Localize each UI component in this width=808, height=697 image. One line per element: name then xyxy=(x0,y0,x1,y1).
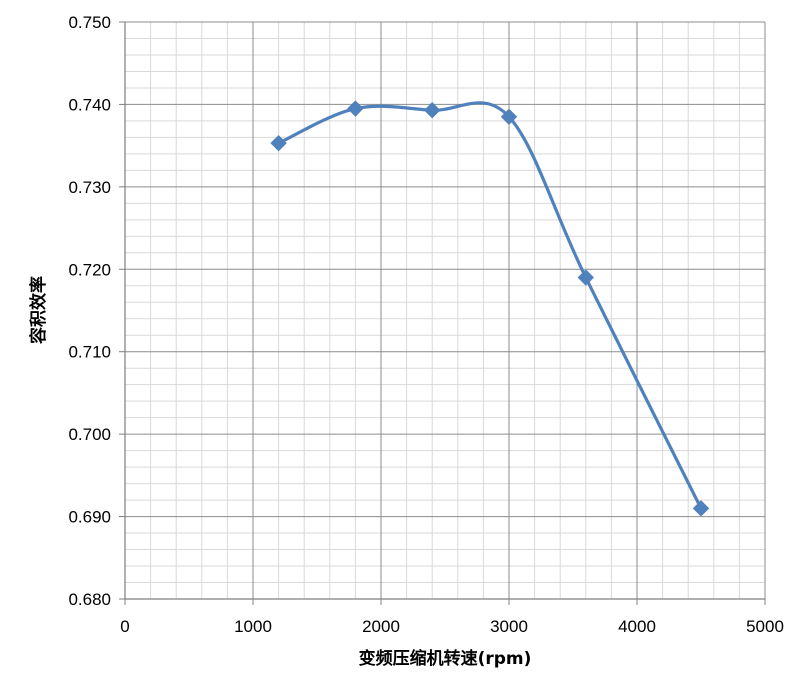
x-tick-label: 0 xyxy=(120,617,129,636)
y-tick-label: 0.710 xyxy=(68,343,111,362)
axes xyxy=(119,21,766,605)
y-tick-label: 0.700 xyxy=(68,425,111,444)
x-tick-labels: 0 1000 2000 3000 4000 5000 xyxy=(120,617,784,636)
plot-area xyxy=(125,22,765,599)
major-gridlines xyxy=(124,21,766,600)
data-point-marker xyxy=(692,500,710,517)
x-tick-label: 5000 xyxy=(746,617,784,636)
y-tick-label: 0.690 xyxy=(68,508,111,527)
series-layer xyxy=(270,100,710,517)
x-axis-title: 变频压缩机转速(rpm) xyxy=(359,648,532,669)
x-tick-label: 2000 xyxy=(362,617,400,636)
y-tick-label: 0.720 xyxy=(68,260,111,279)
data-point-marker xyxy=(500,108,518,126)
data-point-marker xyxy=(347,100,364,117)
y-tick-label: 0.750 xyxy=(68,13,111,32)
data-point-marker xyxy=(270,134,287,152)
data-point-marker xyxy=(577,269,595,286)
y-axis-title: 容积效率 xyxy=(28,276,49,344)
x-tick-label: 4000 xyxy=(618,617,656,636)
y-tick-label: 0.680 xyxy=(68,590,111,609)
y-tick-label: 0.730 xyxy=(68,178,111,197)
x-tick-label: 3000 xyxy=(490,617,528,636)
data-point-marker xyxy=(423,101,441,119)
minor-gridlines xyxy=(125,22,765,599)
y-tick-labels: 0.680 0.690 0.700 0.710 0.720 0.730 0.740 0.750 xyxy=(68,13,111,609)
y-tick-label: 0.740 xyxy=(68,95,111,114)
x-tick-label: 1000 xyxy=(234,617,272,636)
